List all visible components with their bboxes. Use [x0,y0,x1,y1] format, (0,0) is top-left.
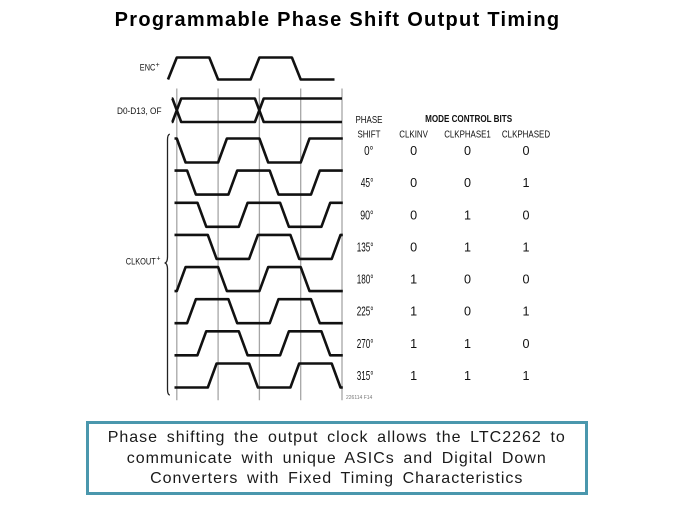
svg-text:0: 0 [410,176,417,190]
svg-text:CLKPHASED: CLKPHASED [502,130,550,141]
svg-text:1: 1 [410,305,417,319]
svg-text:+: + [156,256,160,263]
svg-text:ENC: ENC [140,63,156,74]
svg-text:SHIFT: SHIFT [358,130,381,141]
svg-text:315°: 315° [357,369,374,383]
svg-text:0: 0 [522,144,529,158]
svg-text:D0-D13, OF: D0-D13, OF [117,106,162,117]
svg-text:1: 1 [410,337,417,351]
svg-text:1: 1 [522,176,529,190]
svg-text:0°: 0° [364,144,373,158]
svg-text:PHASE: PHASE [356,115,383,126]
svg-text:0: 0 [522,208,529,222]
svg-text:90°: 90° [360,208,373,222]
svg-text:0: 0 [410,240,417,254]
svg-text:0: 0 [522,273,529,287]
svg-text:1: 1 [410,273,417,287]
svg-text:270°: 270° [357,337,374,351]
svg-text:135°: 135° [357,240,374,254]
svg-text:1: 1 [522,369,529,383]
svg-text:1: 1 [464,208,471,222]
svg-text:0: 0 [464,273,471,287]
svg-text:0: 0 [410,208,417,222]
svg-text:0: 0 [464,305,471,319]
svg-text:0: 0 [464,144,471,158]
svg-text:CLKINV: CLKINV [399,130,428,141]
svg-text:1: 1 [522,305,529,319]
svg-text:1: 1 [410,369,417,383]
svg-text:CLKPHASE1: CLKPHASE1 [444,130,491,141]
svg-text:CLKOUT: CLKOUT [126,256,156,267]
svg-text:0: 0 [410,144,417,158]
svg-text:180°: 180° [357,273,374,287]
svg-text:0: 0 [464,176,471,190]
svg-text:226114 F14: 226114 F14 [346,395,373,401]
svg-text:1: 1 [464,369,471,383]
svg-text:225°: 225° [357,305,374,319]
svg-text:MODE CONTROL BITS: MODE CONTROL BITS [425,114,512,125]
svg-text:0: 0 [522,337,529,351]
svg-text:1: 1 [464,240,471,254]
svg-text:1: 1 [464,337,471,351]
svg-text:+: + [156,62,160,69]
svg-text:1: 1 [522,240,529,254]
svg-text:45°: 45° [361,176,374,190]
